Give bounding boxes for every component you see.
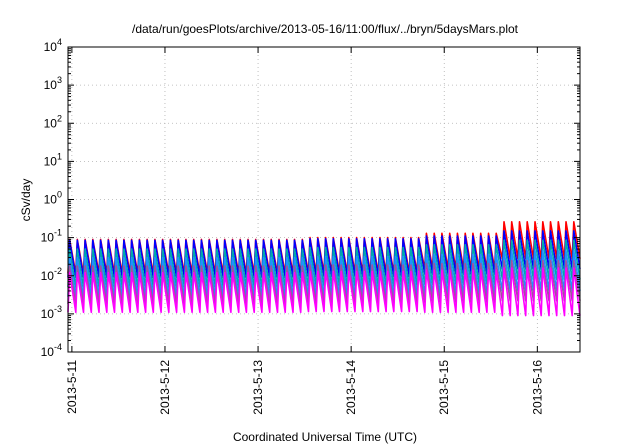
y-tick-label: 100 bbox=[44, 190, 62, 207]
axis-ticks: 10-4 10-3 10-2 10-1 100 101 102 103 104 2013-5-11… bbox=[41, 37, 580, 415]
x-tick-label: 2013-5-13 bbox=[251, 360, 265, 415]
x-tick-label: 2013-5-15 bbox=[437, 360, 451, 415]
x-tick-label: 2013-5-14 bbox=[344, 360, 358, 415]
y-tick-label: 102 bbox=[44, 113, 62, 130]
chart-title: /data/run/goesPlots/archive/2013-05-16/1… bbox=[132, 22, 519, 36]
y-tick-label: 10-1 bbox=[41, 228, 62, 245]
x-axis-label: Coordinated Universal Time (UTC) bbox=[233, 430, 417, 444]
x-tick-label: 2013-5-11 bbox=[65, 360, 79, 414]
y-tick-label: 10-4 bbox=[41, 342, 62, 359]
y-tick-label: 103 bbox=[44, 75, 62, 92]
y-tick-label: 104 bbox=[44, 37, 62, 54]
y-axis-label: cSv/day bbox=[19, 179, 33, 222]
y-tick-label: 101 bbox=[44, 151, 62, 168]
y-tick-label: 10-2 bbox=[41, 266, 62, 283]
y-tick-label: 10-3 bbox=[41, 304, 62, 321]
series-group bbox=[67, 221, 581, 317]
series-line bbox=[67, 267, 581, 317]
x-tick-label: 2013-5-12 bbox=[158, 360, 172, 415]
x-tick-label: 2013-5-16 bbox=[530, 360, 544, 415]
